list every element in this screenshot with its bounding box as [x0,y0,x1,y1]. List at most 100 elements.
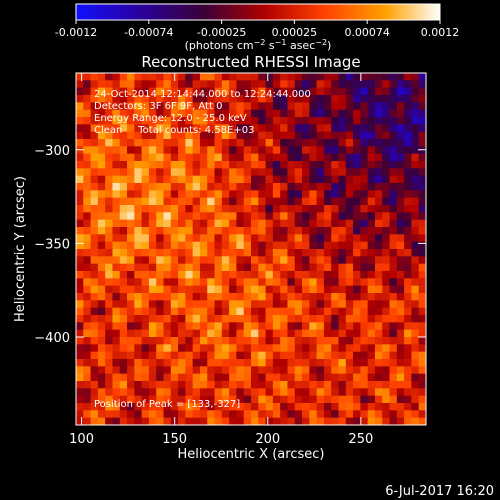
heatmap-cell [411,410,420,419]
heatmap-cell [309,227,318,235]
heatmap-cell [185,73,194,81]
heatmap-cell [243,131,252,140]
heatmap-cell [178,117,186,125]
heatmap-cell [97,190,106,199]
heatmap-cell [389,183,398,191]
heatmap-cell [76,124,84,133]
heatmap-cell [90,263,99,272]
heatmap-cell [396,271,405,279]
heatmap-cell [148,183,157,191]
heatmap-cell [345,175,354,184]
heatmap-cell [83,219,91,228]
heatmap-cell [389,351,398,360]
heatmap-cell [294,300,303,309]
heatmap-cell [338,190,347,199]
heatmap-cell [287,263,296,272]
heatmap-cell [163,410,172,419]
heatmap-cell [243,117,252,125]
heatmap-cell [236,293,245,301]
heatmap-cell [418,183,426,191]
heatmap-cell [411,161,420,169]
info-block: 24-Oct-2014 12:14:44.000 to 12:24:44.000… [94,89,311,136]
heatmap-cell [360,87,369,96]
heatmap-cell [280,227,288,235]
heatmap-cell [323,307,332,316]
heatmap-cell [345,146,354,155]
heatmap-cell [258,271,266,279]
heatmap-cell [178,381,186,389]
heatmap-cell [272,190,281,199]
footer-timestamp: 6-Jul-2017 16:20 [385,484,494,499]
heatmap-cell [243,395,252,404]
heatmap-cell [178,212,186,221]
heatmap-cell [243,109,252,118]
heatmap-cell [258,102,266,111]
heatmap-cell [178,388,186,397]
heatmap-cell [83,234,91,243]
heatmap-cell [396,87,405,96]
heatmap-cell [119,197,128,206]
heatmap-cell [207,124,215,133]
heatmap-cell [163,124,172,133]
heatmap-cell [345,337,354,345]
heatmap-cell [345,417,354,425]
heatmap-cell [90,197,99,206]
heatmap-cell [360,322,369,331]
heatmap-cell [229,263,237,272]
heatmap-cell [192,168,201,177]
heatmap-cell [265,403,274,411]
heatmap-cell [127,351,135,360]
heatmap-cell [192,315,201,323]
heatmap-cell [243,241,252,250]
heatmap-cell [316,87,325,96]
heatmap-cell [302,249,310,257]
heatmap-cell [251,256,259,265]
heatmap-cell [258,337,266,345]
heatmap-cell [97,293,106,301]
heatmap-cell [309,87,318,96]
heatmap-cell [418,271,426,279]
heatmap-cell [207,234,215,243]
heatmap-cell [323,359,332,367]
heatmap-cell [90,293,99,301]
heatmap-cell [287,117,296,125]
heatmap-cell [316,183,325,191]
heatmap-cell [316,388,325,397]
heatmap-cell [287,278,296,287]
heatmap-cell [112,146,121,155]
heatmap-cell [112,256,121,265]
heatmap-cell [141,73,150,81]
heatmap-cell [243,219,252,228]
heatmap-cell [156,285,164,294]
heatmap-cell [265,410,274,419]
heatmap-cell [272,80,281,89]
heatmap-cell [258,124,266,133]
heatmap-cell [134,168,143,177]
heatmap-cell [272,227,281,235]
heatmap-cell [199,329,208,338]
heatmap-cell [170,315,179,323]
heatmap-cell [148,95,157,103]
heatmap-cell [97,168,106,177]
heatmap-cell [265,366,274,375]
heatmap-cell [148,315,157,323]
heatmap-cell [360,212,369,221]
heatmap-cell [127,219,135,228]
heatmap-cell [396,388,405,397]
heatmap-cell [105,80,113,89]
heatmap-cell [221,87,230,96]
heatmap-cell [389,205,398,213]
heatmap-cell [229,168,237,177]
heatmap-cell [309,388,318,397]
heatmap-cell [127,102,135,111]
info-line-energy: Energy Range: 12.0 - 25.0 keV [94,113,247,124]
heatmap-cell [214,315,223,323]
heatmap-cell [170,256,179,265]
heatmap-cell [331,190,339,199]
heatmap-cell [382,417,390,425]
heatmap-cell [134,153,143,162]
heatmap-cell [148,271,157,279]
heatmap-cell [207,168,215,177]
heatmap-cell [353,278,361,287]
heatmap-cell [83,249,91,257]
